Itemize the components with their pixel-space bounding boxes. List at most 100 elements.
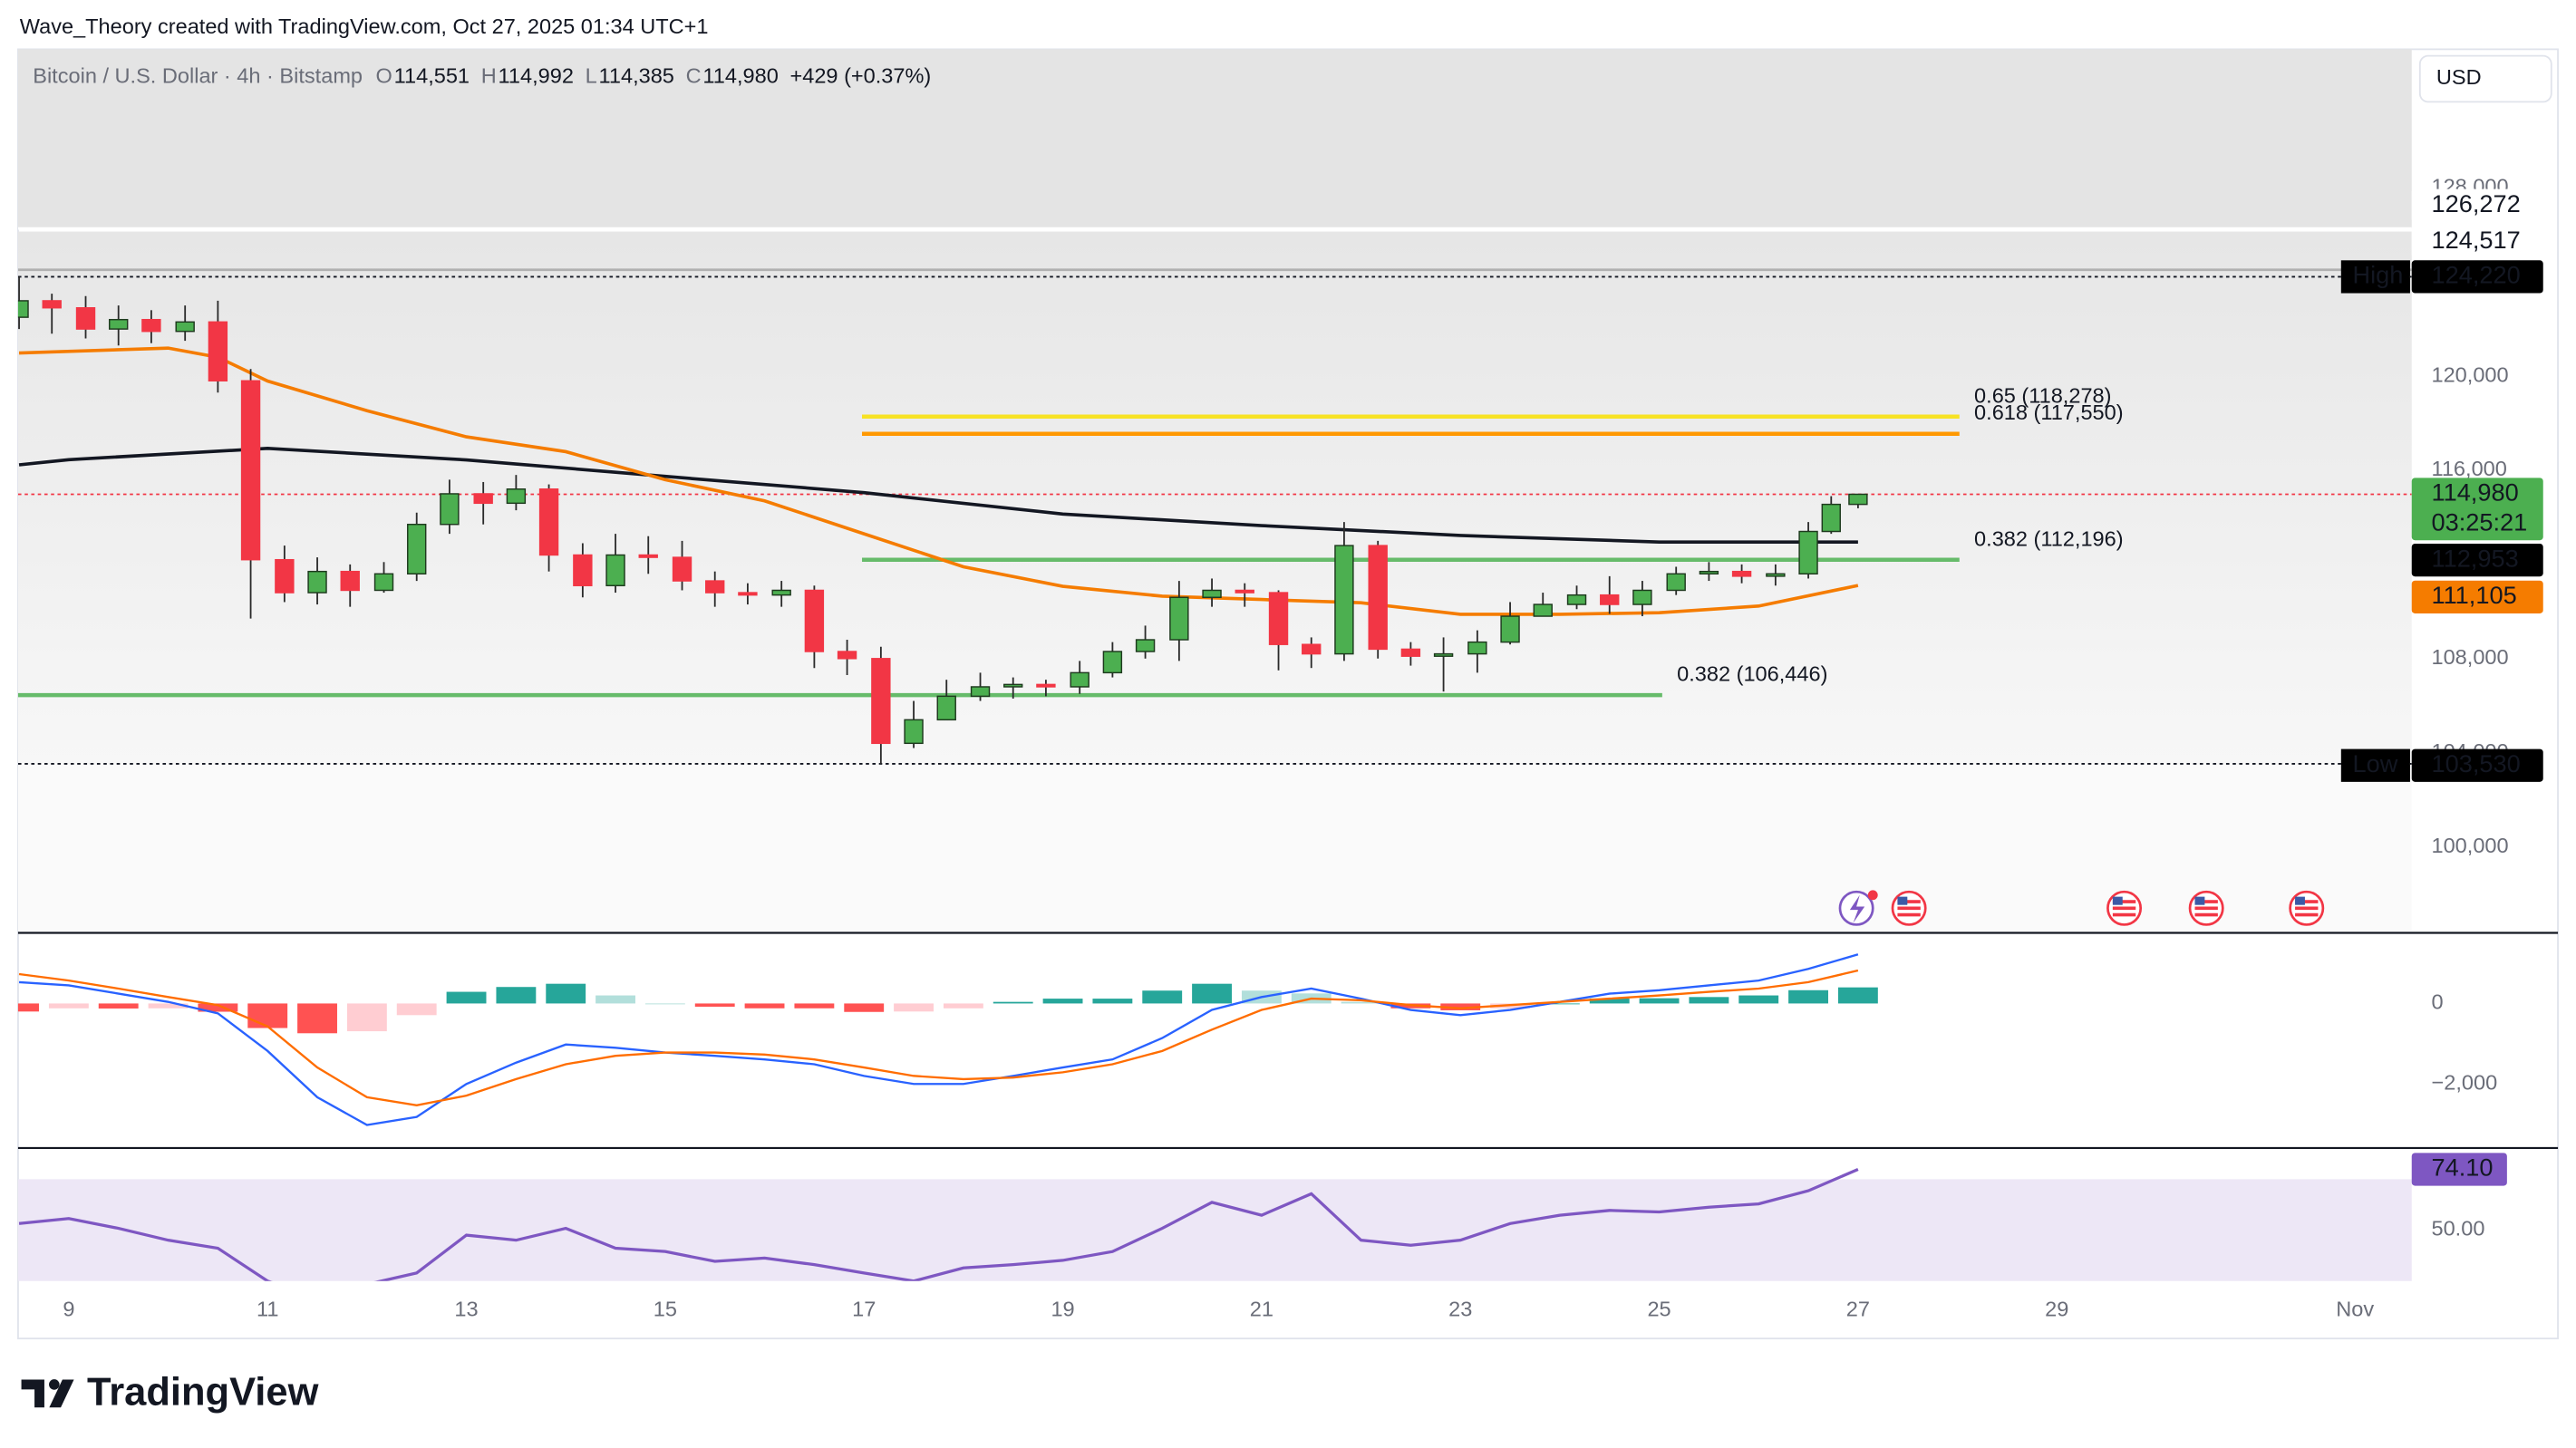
candle-body xyxy=(1467,641,1487,655)
y-tick-label: −2,000 xyxy=(2431,1070,2497,1094)
macd-pane xyxy=(17,953,1878,1126)
price-tag-text: Low xyxy=(2352,749,2397,777)
candle-body xyxy=(1334,545,1354,655)
candle-body xyxy=(705,580,725,594)
price-tag-text: High xyxy=(2352,261,2403,289)
candle-body xyxy=(1600,594,1620,605)
candle-body xyxy=(1821,503,1841,533)
price-label xyxy=(2411,260,2543,294)
macd-histogram-bar xyxy=(1589,998,1630,1004)
candle-body xyxy=(936,695,956,721)
range-shade xyxy=(17,231,2412,764)
currency[interactable]: USD xyxy=(2436,65,2482,89)
candle-body xyxy=(208,321,228,381)
macd-histogram-bar xyxy=(198,1003,238,1012)
macd-histogram-bar xyxy=(1539,1003,1580,1005)
candle-body xyxy=(175,321,195,333)
candle-body xyxy=(42,300,62,309)
y-tick-label: 50.00 xyxy=(2431,1217,2484,1240)
macd-histogram-bar xyxy=(1042,999,1083,1004)
candle-body xyxy=(1003,683,1023,688)
candle-body xyxy=(538,488,559,556)
price-label-text: 126,272 xyxy=(2431,189,2520,217)
macd-histogram-bar xyxy=(1440,1003,1481,1010)
x-tick-label: Nov xyxy=(2336,1298,2374,1321)
candle-body xyxy=(340,570,360,592)
candle-body xyxy=(1302,643,1322,655)
rsi-value-label xyxy=(2411,1153,2507,1186)
price-label-text: 111,105 xyxy=(2431,581,2516,609)
event-dot xyxy=(1867,890,1878,901)
price-tag xyxy=(2340,748,2410,782)
candle-body xyxy=(638,554,658,558)
macd-histogram-bar xyxy=(98,1003,139,1009)
price-label-text: 103,530 xyxy=(2431,749,2520,777)
y-tick-label: 120,000 xyxy=(2431,362,2508,386)
price-label xyxy=(2411,225,2543,259)
macd-histogram-bar xyxy=(1837,987,1878,1004)
candle-body xyxy=(1070,671,1089,688)
macd-histogram-bar xyxy=(943,1003,983,1009)
macd-histogram-bar xyxy=(794,1003,835,1009)
candle-body xyxy=(1102,651,1123,674)
rsi-band xyxy=(17,1179,2412,1281)
attribution: Wave_Theory created with TradingView.com… xyxy=(20,14,709,38)
candle-body xyxy=(605,554,625,586)
macd-histogram-bar xyxy=(1092,999,1133,1004)
us-flag-events[interactable] xyxy=(1891,890,2325,926)
macd-histogram-bar xyxy=(297,1003,337,1034)
x-tick-label: 15 xyxy=(654,1298,677,1321)
macd-histogram-bar xyxy=(546,983,586,1004)
x-tick-label: 19 xyxy=(1051,1298,1074,1321)
x-tick-label: 27 xyxy=(1846,1298,1870,1321)
currency-button[interactable] xyxy=(2418,54,2552,103)
candle-body xyxy=(307,570,327,594)
macd-histogram-bar xyxy=(17,1003,39,1012)
x-tick-label: 21 xyxy=(1250,1298,1273,1321)
candle-body xyxy=(1500,615,1520,643)
event-icon xyxy=(1849,894,1865,923)
x-tick-label: 25 xyxy=(1647,1298,1671,1321)
y-tick-label: 116,000 xyxy=(2431,457,2506,480)
candle-body xyxy=(473,493,493,505)
candle-body xyxy=(407,523,427,575)
events xyxy=(1838,890,2325,926)
fib-label: 0.65 (118,278) xyxy=(1974,383,2111,407)
candle-body xyxy=(1235,589,1254,594)
candle-body xyxy=(141,318,161,333)
macd-histogram-bar xyxy=(694,1003,735,1007)
candle-body xyxy=(506,488,527,505)
price-label xyxy=(2411,543,2543,577)
x-tick-label: 11 xyxy=(257,1298,278,1321)
y-tick-label: 100,000 xyxy=(2431,834,2508,857)
macd-histogram-bar xyxy=(446,991,487,1004)
candle-body xyxy=(1632,589,1652,605)
macd-histogram-bar xyxy=(894,1003,934,1012)
macd-histogram-bar xyxy=(1341,1001,1381,1004)
candle-body xyxy=(970,686,991,698)
candle-body xyxy=(1666,573,1686,592)
macd-histogram-bar xyxy=(496,987,537,1004)
candle-body xyxy=(440,493,460,526)
candle-body xyxy=(1135,639,1156,652)
macd-histogram-bar xyxy=(1738,995,1779,1004)
macd-histogram-bar xyxy=(1689,997,1729,1004)
candle-body xyxy=(240,380,261,561)
candle-body xyxy=(275,558,295,594)
ohlc-value: 114,992 xyxy=(499,63,574,87)
price-label-text: 114,980 xyxy=(2431,478,2518,507)
price-tag xyxy=(2340,260,2410,294)
price-label-text: 124,517 xyxy=(2431,226,2520,254)
legend: Bitcoin / U.S. Dollar · 4h · Bitstamp O 11… xyxy=(33,63,931,87)
candle-body xyxy=(1268,592,1289,645)
macd-histogram-bar xyxy=(844,1003,885,1012)
rsi-value-text: 74.10 xyxy=(2431,1154,2493,1182)
candle-body xyxy=(17,300,29,318)
candle-body xyxy=(1699,570,1719,575)
macd-histogram-bar xyxy=(744,1003,785,1009)
macd-histogram-bar xyxy=(247,1003,288,1028)
candle-body xyxy=(672,556,692,582)
ohlc-key: H xyxy=(481,63,497,87)
